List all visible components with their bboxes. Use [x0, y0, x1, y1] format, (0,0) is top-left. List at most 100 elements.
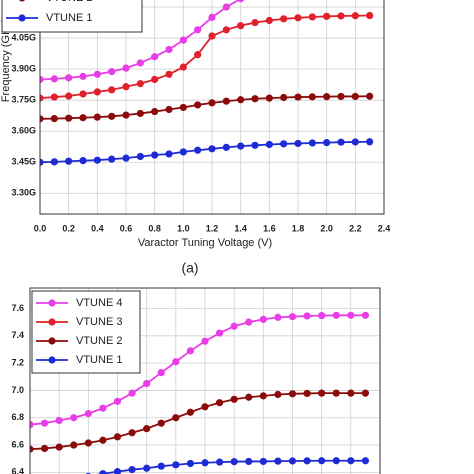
- legend-marker: [48, 299, 56, 307]
- data-point: [366, 138, 374, 146]
- data-point: [294, 139, 302, 148]
- data-point: [70, 441, 78, 449]
- y-tick-label: 3.90G: [11, 64, 36, 74]
- data-point: [361, 457, 370, 465]
- data-point: [99, 470, 107, 474]
- data-point: [165, 105, 173, 114]
- data-point: [99, 436, 107, 444]
- data-point: [303, 457, 311, 465]
- data-point: [259, 457, 267, 466]
- y-tick-label: 7.2: [11, 357, 24, 367]
- data-point: [113, 397, 122, 405]
- data-point: [259, 392, 267, 400]
- data-point: [50, 75, 58, 83]
- data-point: [122, 111, 130, 119]
- data-point: [245, 393, 253, 401]
- data-point: [259, 315, 267, 324]
- data-point: [108, 68, 116, 76]
- legend-box: [1, 0, 143, 33]
- data-point: [280, 93, 288, 102]
- data-point: [251, 18, 259, 27]
- data-point: [79, 72, 87, 80]
- data-point: [108, 112, 116, 120]
- data-point: [361, 311, 370, 319]
- data-point: [165, 70, 173, 78]
- data-point: [179, 148, 187, 156]
- data-point: [122, 154, 130, 162]
- series-line: [40, 95, 370, 120]
- x-tick-label: 1.6: [263, 223, 276, 233]
- data-point: [366, 11, 374, 20]
- data-point: [136, 80, 144, 88]
- data-point: [265, 94, 273, 102]
- data-point: [351, 92, 359, 101]
- data-point: [143, 379, 151, 388]
- data-point: [294, 93, 302, 101]
- data-point: [265, 16, 273, 25]
- data-point: [318, 389, 326, 397]
- legend-label: VTUNE 4: [76, 297, 122, 309]
- data-point: [84, 410, 92, 418]
- y-tick-label: 6.8: [11, 412, 24, 422]
- data-point: [93, 88, 101, 96]
- data-point: [274, 313, 282, 321]
- data-point: [230, 458, 238, 466]
- data-point: [303, 389, 311, 398]
- y-tick-label: 3.45G: [11, 157, 36, 167]
- data-point: [347, 457, 355, 465]
- data-point: [245, 318, 253, 326]
- data-point: [237, 96, 245, 104]
- data-point: [65, 92, 73, 100]
- data-point: [128, 429, 136, 437]
- legend-marker: [18, 14, 26, 22]
- legend-marker: [48, 337, 56, 345]
- legend-marker: [19, 0, 25, 2]
- data-point: [351, 12, 359, 20]
- data-point: [136, 109, 144, 118]
- data-point: [179, 63, 187, 71]
- data-point: [265, 140, 273, 149]
- data-point: [337, 138, 345, 146]
- plot: [30, 288, 380, 474]
- data-point: [318, 311, 326, 320]
- data-point: [128, 466, 136, 474]
- x-tick-label: 0.2: [62, 223, 75, 233]
- y-tick-label: 7.4: [11, 330, 24, 340]
- data-point: [108, 155, 116, 163]
- data-point: [143, 425, 151, 433]
- legend-label: VTUNE 1: [46, 12, 92, 24]
- data-point: [172, 414, 180, 422]
- data-point: [40, 75, 44, 84]
- data-point: [208, 145, 216, 153]
- x-tick-label: 0.6: [120, 223, 133, 233]
- data-point: [128, 389, 136, 397]
- data-point: [157, 369, 165, 377]
- data-point: [157, 462, 165, 470]
- data-point: [79, 90, 87, 98]
- data-point: [361, 389, 370, 397]
- legend-label: VTUNE 1: [76, 354, 122, 366]
- data-point: [55, 416, 63, 425]
- data-point: [179, 103, 187, 112]
- legend-label: VTUNE 3: [76, 316, 122, 328]
- data-point: [237, 0, 245, 3]
- data-point: [303, 312, 311, 320]
- data-point: [332, 311, 340, 319]
- data-point: [201, 459, 209, 467]
- x-tick-label: 1.0: [177, 223, 190, 233]
- data-point: [323, 12, 331, 20]
- x-tick-label: 1.4: [234, 223, 247, 233]
- data-point: [194, 146, 202, 154]
- data-point: [288, 457, 297, 465]
- data-point: [347, 389, 355, 397]
- data-point: [237, 22, 245, 30]
- data-point: [308, 13, 316, 21]
- data-point: [79, 157, 87, 165]
- y-tick-label: 7.0: [11, 385, 24, 395]
- data-point: [222, 143, 230, 151]
- data-point: [280, 140, 288, 148]
- legend-label: VTUNE 2: [46, 0, 92, 4]
- legend-marker: [48, 356, 56, 364]
- plot-frame: [39, 0, 385, 215]
- data-point: [113, 433, 122, 441]
